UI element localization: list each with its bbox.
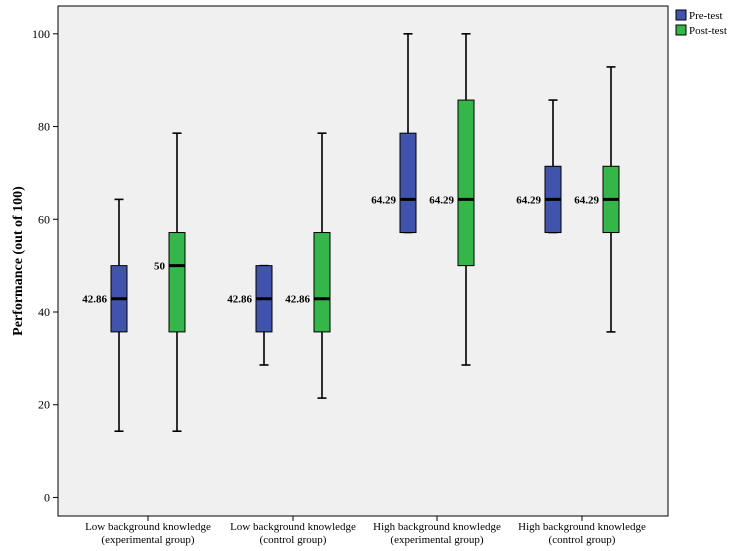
y-tick-label: 0 [44, 490, 50, 504]
x-category-sublabel: (experimental group) [390, 534, 483, 546]
pre-test-median-label: 64.29 [516, 194, 541, 206]
legend-label: Post-test [689, 25, 727, 37]
x-category-sublabel: (control group) [549, 534, 616, 546]
post-test-box [457, 99, 475, 267]
x-category-sublabel: (control group) [260, 534, 327, 546]
post-test-median-label: 42.86 [285, 294, 310, 306]
pre-test-median-label: 42.86 [227, 294, 252, 306]
plot-area [57, 5, 669, 517]
legend-label: Pre-test [689, 10, 723, 22]
pre-test-median-label: 42.86 [82, 294, 107, 306]
x-category-label: Low background knowledge [85, 521, 211, 533]
x-category-label: High background knowledge [518, 521, 646, 533]
post-test-median-label: 50 [154, 261, 166, 273]
post-test-box [313, 232, 331, 333]
pre-test-box [399, 132, 417, 234]
y-axis-title: Performance (out of 100) [11, 186, 26, 336]
y-tick-label: 20 [38, 398, 50, 412]
pre-test-median-label: 64.29 [371, 194, 396, 206]
legend-swatch [675, 24, 687, 36]
y-tick-label: 80 [38, 120, 50, 134]
y-tick-label: 40 [38, 305, 50, 319]
x-category-label: High background knowledge [373, 521, 501, 533]
x-category-label: Low background knowledge [230, 521, 356, 533]
y-tick-label: 60 [38, 212, 50, 226]
post-test-median-label: 64.29 [574, 194, 599, 206]
x-category-sublabel: (experimental group) [101, 534, 194, 546]
post-test-box [168, 232, 186, 333]
y-tick-label: 100 [32, 27, 50, 41]
legend-swatch [675, 9, 687, 21]
post-test-median-label: 64.29 [429, 194, 454, 206]
